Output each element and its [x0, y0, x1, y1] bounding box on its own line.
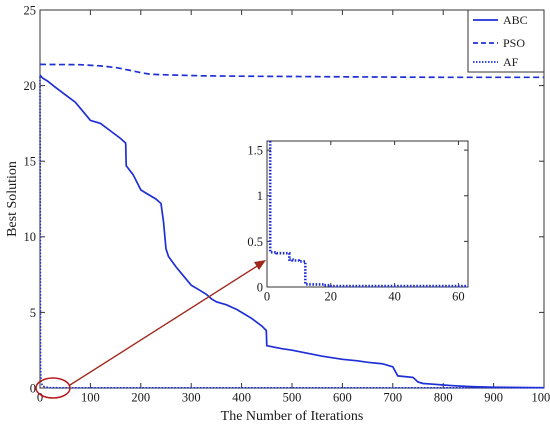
zoom-arrow-line: [69, 262, 263, 386]
legend: ABC PSO AF: [467, 9, 545, 73]
main-y-tick-label: 5: [30, 306, 36, 320]
main-y-tick-label: 0: [30, 381, 36, 395]
y-axis-label: Best Solution: [5, 161, 20, 237]
inset-y-tick-label: 0.5: [247, 235, 263, 249]
main-series-abc-line: [39, 74, 545, 389]
main-y-tick-label: 25: [24, 3, 37, 17]
inset-x-tick-label: 0: [264, 290, 270, 304]
inset-y-tick-label: 1: [257, 189, 263, 203]
inset-y-tick-label: 1.5: [247, 144, 263, 158]
main-x-tick-label: 0: [37, 391, 43, 405]
legend-label-abc: ABC: [503, 13, 528, 27]
main-tick-labels: 0100200300400500600700800900100005101520…: [24, 3, 550, 404]
main-x-tick-label: 900: [484, 391, 503, 405]
inset-x-tick-label: 40: [388, 290, 401, 304]
inset-series: [268, 141, 468, 288]
zoom-arrow-head: [254, 260, 266, 270]
inset-plot: 0 20 40 60 0 0.5 1 1.5: [247, 140, 469, 304]
inset-tick-labels: 0 20 40 60 0 0.5 1 1.5: [247, 144, 464, 304]
main-x-tick-label: 500: [283, 391, 302, 405]
main-y-tick-label: 20: [24, 79, 37, 93]
inset-series-0-line: [268, 141, 468, 288]
legend-label-af: AF: [503, 55, 519, 69]
main-series-pso-line: [39, 63, 544, 79]
main-x-tick-label: 400: [232, 391, 251, 405]
main-x-tick-label: 700: [383, 391, 402, 405]
zoom-region-ellipse: [35, 377, 71, 399]
main-x-tick-label: 300: [182, 391, 201, 405]
inset-y-tick-label: 0: [257, 280, 263, 294]
legend-label-pso: PSO: [503, 36, 525, 50]
inset-frame: [266, 140, 469, 288]
main-x-tick-label: 800: [434, 391, 453, 405]
main-x-tick-label: 200: [131, 391, 150, 405]
main-y-tick-label: 10: [24, 230, 37, 244]
main-x-tick-label: 600: [333, 391, 352, 405]
main-y-tick-label: 15: [24, 155, 37, 169]
inset-x-tick-label: 20: [325, 290, 338, 304]
main-x-tick-label: 100: [81, 391, 100, 405]
main-series: [39, 63, 545, 389]
inset-x-tick-label: 60: [452, 290, 465, 304]
x-axis-label: The Number of Iterations: [221, 409, 364, 424]
